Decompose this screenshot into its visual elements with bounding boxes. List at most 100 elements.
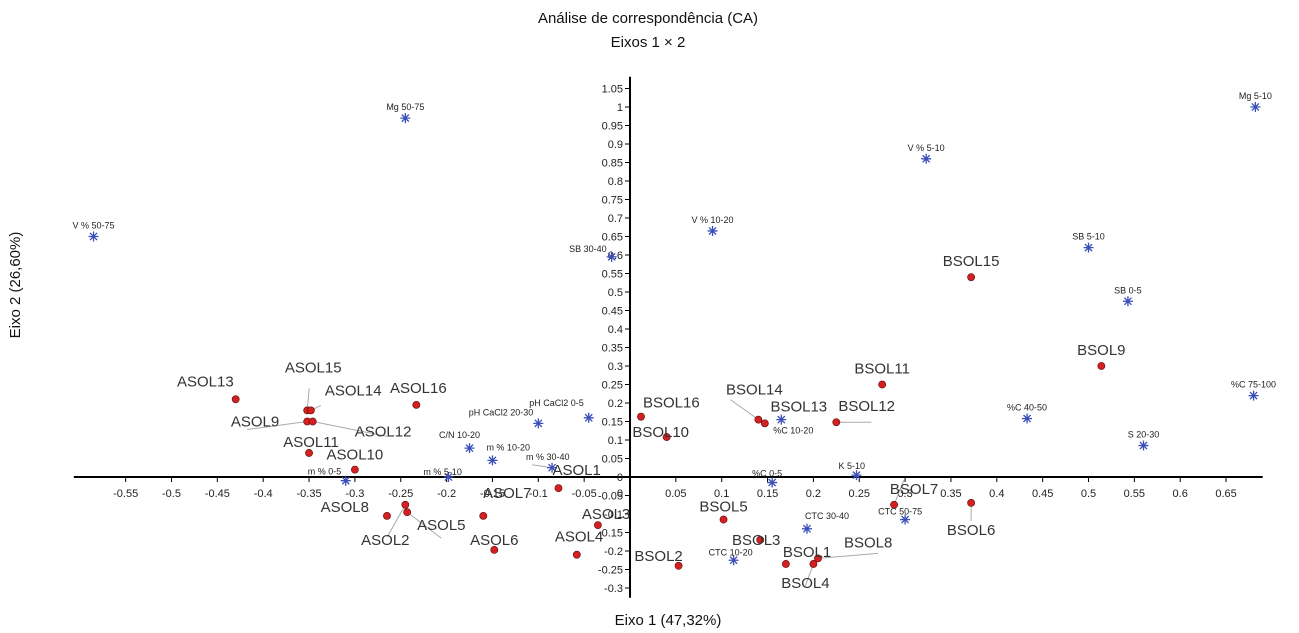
variable-point (728, 555, 739, 566)
variable-label: m % 10-20 (486, 442, 530, 452)
sample-label: ASOL4 (555, 529, 603, 546)
y-tick-label: 0.95 (602, 121, 623, 133)
y-tick-label: 0.7 (608, 213, 623, 225)
variable-label: S 20-30 (1128, 430, 1160, 440)
sample-point (809, 560, 818, 568)
sample-point (305, 449, 313, 457)
x-tick-label: 0.55 (1124, 488, 1145, 500)
y-tick-label: -0.2 (604, 546, 623, 558)
sample-label: ASOL12 (355, 424, 412, 441)
x-tick-label: 0.1 (714, 488, 729, 500)
leader-line (804, 563, 814, 587)
variable-point (547, 462, 558, 473)
leader-line (386, 504, 406, 537)
variable-label: Mg 50-75 (386, 102, 424, 112)
sample-label: ASOL10 (327, 447, 384, 464)
variable-point (921, 153, 932, 164)
x-tick-label: -0.55 (113, 488, 138, 500)
sample-label: ASOL6 (470, 532, 518, 549)
variable-label: %C 75-100 (1231, 380, 1276, 390)
x-tick-label: -0.05 (572, 488, 597, 500)
axes: -0.55 -0.5 -0.45 -0.4 -0.35 -0.3 -0.25 -0.2 -0.1… (73, 76, 1263, 598)
y-axis-label: Eixo 2 (26,60%) (7, 232, 24, 339)
x-tick-label: -0.2 (437, 488, 456, 500)
sample-point (760, 419, 769, 428)
leader-line (406, 511, 442, 539)
x-tick-label: 0.6 (1173, 488, 1188, 500)
leader-line (730, 399, 759, 421)
x-tick-label: -0.25 (388, 488, 413, 500)
variable-label: V % 50-75 (73, 221, 115, 231)
chart-subtitle: Eixos 1 × 2 (611, 34, 686, 51)
sample-point (306, 406, 315, 415)
variable-label: %C 10-20 (773, 426, 813, 436)
variable-point (776, 414, 787, 425)
y-tick-label: 0.75 (602, 195, 623, 207)
sample-point (554, 484, 563, 492)
variable-point (533, 418, 544, 429)
sample-label: ASOL13 (177, 373, 234, 390)
leader-line (893, 479, 905, 505)
x-tick-label: -0.4 (254, 488, 273, 500)
y-tick-label: -0.05 (598, 491, 623, 503)
variable-label: K 5-10 (838, 461, 865, 471)
leader-line (247, 421, 308, 430)
variable-point (487, 455, 498, 466)
sample-point (781, 560, 790, 568)
sample-label: BSOL13 (770, 398, 827, 415)
variable-point (1138, 440, 1149, 451)
variable-point (340, 475, 351, 486)
y-tick-label: 0.1 (608, 435, 623, 447)
variable-point (1083, 242, 1094, 253)
y-tick-label: -0.1 (604, 509, 623, 521)
variable-label: m % 5-10 (423, 467, 462, 477)
x-tick-label: 0.65 (1215, 488, 1236, 500)
sample-point (674, 561, 683, 570)
variable-point (1250, 102, 1261, 112)
variable-point (767, 477, 778, 488)
x-tick-label: 0.5 (1081, 488, 1096, 500)
x-tick-label: 0.3 (897, 488, 912, 500)
variable-label: CTC 50-75 (878, 507, 922, 517)
sample-point (490, 545, 499, 554)
variable-label: SB 30-40 (569, 244, 607, 254)
sample-point (637, 412, 645, 421)
x-tick-label: 0 (617, 488, 623, 500)
label-leader-lines (247, 388, 972, 587)
variable-point (443, 472, 454, 482)
variable-label: pH CaCl2 20-30 (469, 407, 534, 417)
y-tick-label: 0.4 (608, 324, 623, 336)
x-axis-label: Eixo 1 (47,32%) (615, 612, 722, 629)
sample-point (967, 498, 976, 507)
sample-point (756, 536, 765, 544)
y-tick-label: 1.05 (602, 84, 623, 96)
x-tick-label: -0.1 (529, 488, 548, 500)
leader-line (312, 421, 388, 437)
y-tick-label: 0.3 (608, 361, 623, 373)
variable-label: %C 0-5 (752, 469, 782, 479)
variable-point (1248, 390, 1259, 401)
variable-point (1022, 413, 1033, 424)
sample-point (383, 511, 391, 520)
variable-point (801, 523, 812, 534)
variable-point (88, 231, 99, 242)
variable-label: pH CaCl2 0-5 (529, 398, 584, 408)
variable-label: %C 40-50 (1007, 403, 1047, 413)
sample-label: BSOL10 (632, 424, 689, 441)
x-tick-label: 0.25 (849, 488, 870, 500)
y-tick-label: 0.9 (608, 139, 623, 151)
sample-label: BSOL6 (947, 522, 995, 539)
variable-label: V % 5-10 (908, 143, 945, 153)
chart-title: Análise de correspondência (CA) (538, 10, 758, 27)
point-labels: ASOL13 ASOL15 ASOL14 ASOL9 ASOL12 ASOL16 ASOL1… (73, 91, 1277, 592)
variable-label: C/N 10-20 (439, 430, 480, 440)
sample-label: ASOL7 (483, 485, 531, 502)
sample-point (479, 511, 488, 520)
sample-label: BSOL11 (854, 361, 910, 378)
y-tick-label: -0.15 (598, 528, 623, 540)
y-tick-label: 0.15 (602, 417, 623, 429)
sample-point (308, 417, 317, 426)
variable-label: m % 30-40 (526, 452, 570, 462)
x-tick-label: -0.45 (205, 488, 230, 500)
